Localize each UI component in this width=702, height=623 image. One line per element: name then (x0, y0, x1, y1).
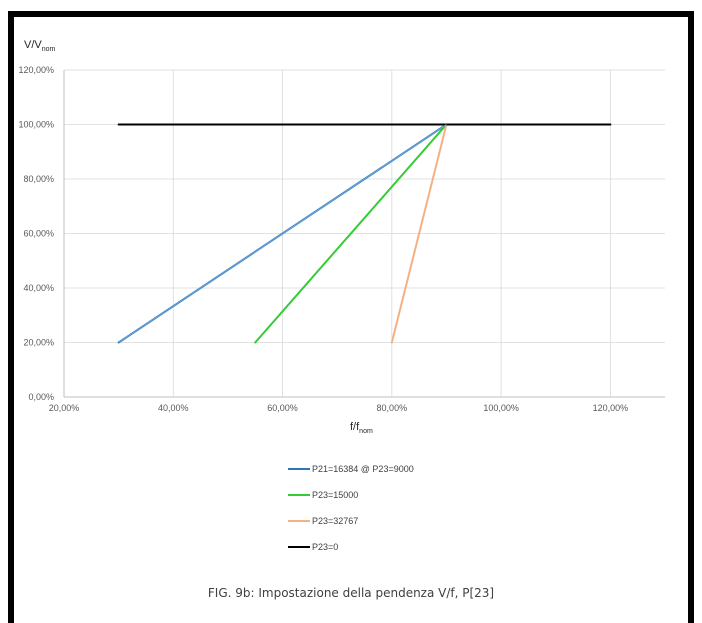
x-tick-label: 120,00% (593, 403, 629, 413)
series-line-2 (390, 123, 448, 344)
y-tick-label: 0,00% (28, 392, 54, 402)
legend: P21=16384 @ P23=9000 P23=15000 P23=32767 P2… (288, 464, 414, 552)
y-tick-label: 80,00% (23, 174, 54, 184)
series-lines (117, 123, 612, 344)
legend-label-2: P23=32767 (312, 516, 358, 526)
x-tick-label: 100,00% (483, 403, 519, 413)
axes (63, 70, 665, 398)
x-tick-label: 60,00% (267, 403, 298, 413)
legend-label-0: P21=16384 @ P23=9000 (312, 464, 414, 474)
figure-caption: FIG. 9b: Impostazione della pendenza V/f… (207, 586, 495, 600)
y-tick-label: 120,00% (18, 65, 54, 75)
x-tick-label: 20,00% (49, 403, 80, 413)
y-tick-label: 60,00% (23, 229, 54, 239)
tick-labels: 0,00%20,00%40,00%60,00%80,00%100,00%120,… (18, 65, 628, 413)
y-tick-label: 20,00% (23, 338, 54, 348)
x-axis-title: f/fnom (350, 421, 373, 435)
x-tick-label: 80,00% (377, 403, 408, 413)
x-tick-label: 40,00% (158, 403, 189, 413)
legend-label-3: P23=0 (312, 542, 338, 552)
figure-frame (8, 11, 694, 623)
grid-lines (64, 69, 665, 397)
series-line-1 (254, 123, 448, 344)
legend-label-1: P23=15000 (312, 490, 358, 500)
vf-chart: 0,00%20,00%40,00%60,00%80,00%100,00%120,… (18, 39, 665, 552)
y-axis-title: V/Vnom (24, 39, 56, 53)
y-tick-label: 100,00% (18, 120, 54, 130)
y-tick-label: 40,00% (23, 283, 54, 293)
series-line-overlay-0 (118, 124, 447, 343)
